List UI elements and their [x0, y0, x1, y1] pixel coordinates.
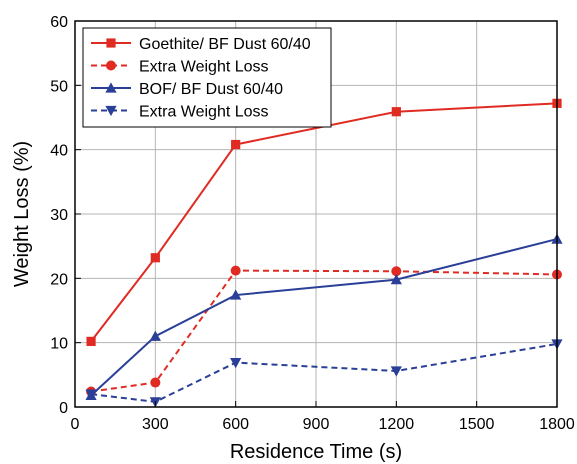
data-point [149, 330, 161, 341]
legend-entry: BOF/ BF Dust 60/40 [91, 81, 283, 98]
data-point [390, 366, 402, 377]
series-line [90, 102, 558, 342]
legend-label: Extra Weight Loss [139, 104, 269, 121]
legend-entry: Goethite/ BF Dust 60/40 [91, 36, 311, 53]
legend-entry: Extra Weight Loss [91, 59, 269, 76]
x-tick-label: 1200 [379, 416, 415, 433]
data-point [230, 265, 241, 276]
data-point [230, 289, 242, 300]
legend-marker [105, 82, 117, 93]
axis-ticks: 0 300 600 900 1200 1500 1800 0 10 20 30 40 50 60 [50, 14, 575, 433]
data-point [85, 389, 97, 400]
data-point [150, 253, 160, 263]
series-2 [86, 265, 562, 397]
data-point [86, 336, 96, 346]
legend: Goethite/ BF Dust 60/40 Extra Weight Loss… [82, 27, 332, 128]
y-tick-label: 10 [50, 336, 68, 353]
y-tick-label: 0 [59, 400, 68, 417]
x-tick-label: 900 [303, 416, 330, 433]
data-point [230, 358, 242, 369]
x-tick-label: 300 [142, 416, 169, 433]
y-tick-label: 40 [50, 143, 68, 160]
x-tick-label: 1800 [539, 416, 575, 433]
series-1 [86, 98, 562, 346]
series-line [90, 342, 558, 403]
x-axis-title: Residence Time (s) [230, 441, 402, 463]
series-line [90, 238, 558, 397]
data-point [391, 266, 402, 277]
data-point [231, 139, 241, 150]
series-layer [85, 98, 563, 408]
data-point [150, 377, 161, 388]
data-point [390, 274, 402, 285]
data-point [391, 107, 401, 117]
x-tick-label: 1500 [459, 416, 495, 433]
y-tick-label: 20 [50, 271, 68, 288]
x-tick-label: 0 [71, 416, 80, 433]
legend-label: Goethite/ BF Dust 60/40 [139, 36, 311, 53]
series-line [90, 269, 558, 393]
y-axis-title: Weight Loss (%) [11, 141, 33, 287]
x-tick-label: 600 [222, 416, 249, 433]
y-tick-label: 50 [50, 78, 68, 95]
series-4 [85, 339, 563, 408]
legend-label: BOF/ BF Dust 60/40 [139, 81, 283, 98]
legend-marker [106, 38, 116, 48]
y-tick-label: 30 [50, 207, 68, 224]
legend-entry: Extra Weight Loss [91, 104, 269, 121]
legend-marker [105, 105, 117, 117]
legend-label: Extra Weight Loss [139, 59, 269, 76]
y-tick-label: 60 [50, 14, 68, 31]
legend-marker [106, 60, 116, 71]
